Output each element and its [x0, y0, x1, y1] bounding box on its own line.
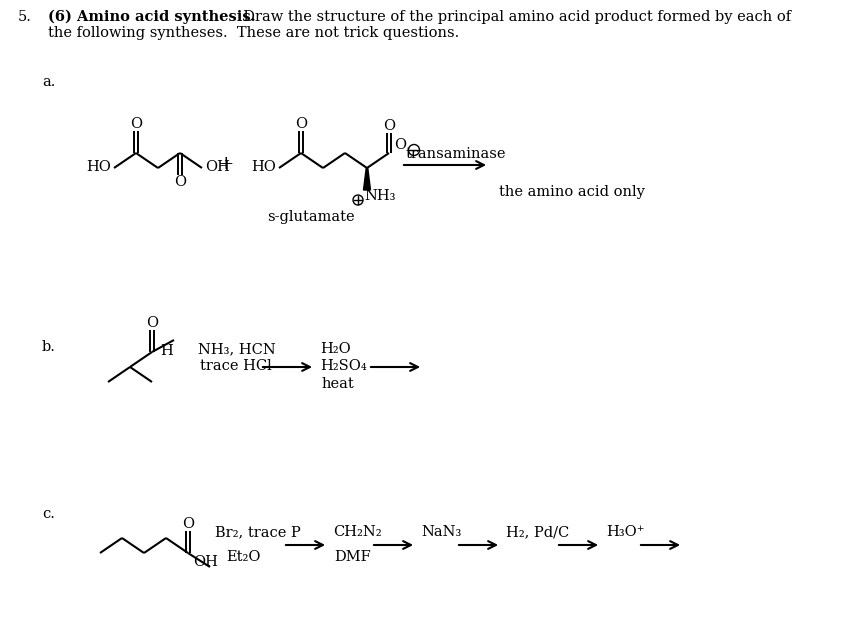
Text: H: H [160, 344, 172, 358]
Text: O: O [181, 517, 194, 531]
Text: the amino acid only: the amino acid only [499, 185, 644, 199]
Text: s-glutamate: s-glutamate [267, 210, 354, 224]
Text: NaN₃: NaN₃ [420, 525, 461, 539]
Text: NH₃: NH₃ [364, 189, 395, 203]
Text: H₂, Pd/C: H₂, Pd/C [506, 525, 569, 539]
Text: DMF: DMF [334, 550, 371, 564]
Text: O: O [174, 175, 186, 189]
Text: H₂O: H₂O [320, 342, 350, 356]
Text: OH: OH [192, 555, 218, 569]
Polygon shape [363, 168, 370, 190]
Text: +: + [218, 155, 235, 173]
Text: Br₂, trace P: Br₂, trace P [214, 525, 300, 539]
Text: c.: c. [42, 507, 55, 521]
Text: O: O [295, 117, 306, 131]
Text: (6) Amino acid synthesis.: (6) Amino acid synthesis. [48, 10, 256, 24]
Text: O: O [130, 117, 142, 131]
Text: CH₂N₂: CH₂N₂ [333, 525, 381, 539]
Text: O: O [393, 138, 406, 152]
Text: heat: heat [322, 377, 354, 391]
Text: NH₃, HCN: NH₃, HCN [197, 342, 275, 356]
Text: Et₂O: Et₂O [225, 550, 260, 564]
Text: OH: OH [205, 160, 230, 174]
Text: a.: a. [42, 75, 56, 89]
Text: HO: HO [251, 160, 275, 174]
Text: O: O [146, 316, 158, 330]
Text: the following syntheses.  These are not trick questions.: the following syntheses. These are not t… [48, 26, 458, 40]
Text: Draw the structure of the principal amino acid product formed by each of: Draw the structure of the principal amin… [234, 10, 790, 24]
Text: 5.: 5. [18, 10, 32, 24]
Text: transaminase: transaminase [405, 147, 506, 161]
Text: H₃O⁺: H₃O⁺ [605, 525, 644, 539]
Text: O: O [382, 119, 395, 133]
Text: trace HCl: trace HCl [200, 359, 272, 373]
Text: H₂SO₄: H₂SO₄ [320, 359, 366, 373]
Text: HO: HO [86, 160, 111, 174]
Text: b.: b. [42, 340, 56, 354]
